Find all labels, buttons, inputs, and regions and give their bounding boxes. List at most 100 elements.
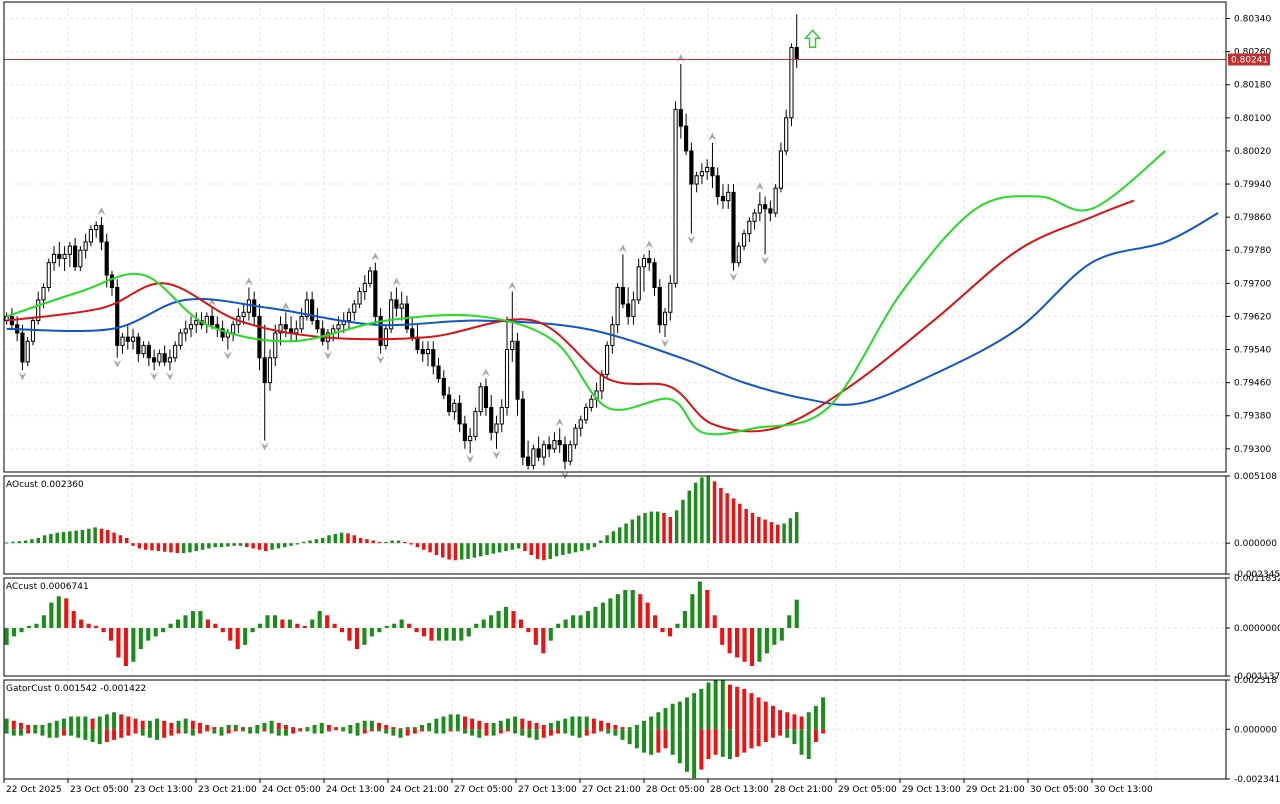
gator-bar bbox=[305, 727, 310, 730]
gator-bar bbox=[763, 701, 768, 730]
candle-body bbox=[510, 340, 515, 351]
histogram-bar bbox=[346, 533, 350, 544]
gator-bar bbox=[391, 729, 396, 736]
candle bbox=[520, 390, 525, 466]
gator-bar bbox=[83, 729, 88, 740]
histogram-bar bbox=[772, 627, 777, 645]
candle-body bbox=[515, 340, 520, 400]
histogram-bar bbox=[750, 512, 755, 544]
candle-body bbox=[20, 332, 25, 363]
candle-body bbox=[283, 324, 288, 330]
gator-bar bbox=[126, 716, 131, 730]
fractal-down-marker bbox=[165, 372, 174, 381]
histogram-bar bbox=[794, 599, 799, 628]
candle-body bbox=[536, 448, 541, 458]
candle-body bbox=[241, 311, 246, 317]
gator-bar bbox=[362, 720, 367, 730]
histogram-bar bbox=[407, 623, 412, 628]
gator-bar bbox=[527, 729, 532, 738]
gator-bar bbox=[176, 729, 181, 734]
histogram-bar bbox=[99, 528, 104, 544]
gator-bar bbox=[384, 725, 389, 730]
time-tick-label: 28 Oct 21:00 bbox=[774, 785, 833, 795]
gator-bar bbox=[763, 729, 768, 743]
candle bbox=[462, 415, 467, 449]
gator-bar bbox=[190, 729, 195, 736]
gator-bar bbox=[663, 708, 668, 730]
candle bbox=[615, 283, 620, 333]
histogram-bar bbox=[123, 627, 128, 666]
candle bbox=[478, 382, 483, 416]
candle-body bbox=[499, 406, 504, 425]
histogram-bar bbox=[49, 602, 54, 628]
histogram-bar bbox=[681, 499, 685, 544]
histogram-bar bbox=[61, 531, 66, 544]
fractal-up-marker bbox=[618, 244, 627, 253]
histogram-bar bbox=[112, 532, 116, 544]
histogram-bar bbox=[41, 615, 46, 628]
candle-body bbox=[99, 224, 104, 243]
candle-body bbox=[615, 286, 620, 326]
fractal-up-marker bbox=[244, 277, 253, 286]
gator-bar bbox=[778, 729, 783, 736]
price-tick-label: 0.80100 bbox=[1234, 114, 1271, 124]
histogram-bar bbox=[34, 623, 39, 628]
histogram-bar bbox=[447, 543, 451, 560]
gator-bar bbox=[441, 716, 446, 730]
candle-body bbox=[457, 402, 462, 425]
gator-bar bbox=[33, 729, 38, 734]
candle-body bbox=[373, 270, 378, 317]
candle bbox=[167, 349, 172, 371]
histogram-bar bbox=[213, 543, 217, 548]
price-tick-label: 0.80340 bbox=[1234, 15, 1271, 25]
histogram-bar bbox=[409, 543, 413, 545]
candle bbox=[768, 200, 773, 222]
candle bbox=[36, 291, 41, 325]
candle-body bbox=[420, 349, 425, 355]
gator-bar bbox=[69, 729, 74, 736]
histogram-bar bbox=[630, 519, 635, 544]
candle-body bbox=[94, 224, 99, 231]
candle-body bbox=[452, 402, 457, 413]
time-tick-label: 30 Oct 05:00 bbox=[1030, 785, 1089, 795]
candle-body bbox=[520, 398, 525, 458]
candle bbox=[25, 337, 30, 367]
gator-bar bbox=[326, 729, 331, 732]
candle bbox=[431, 341, 436, 375]
current-price-tag bbox=[1228, 53, 1270, 66]
histogram-bar bbox=[392, 623, 397, 628]
price-tick-label: 0.79380 bbox=[1234, 412, 1271, 422]
gator-bar bbox=[642, 729, 646, 753]
histogram-bar bbox=[719, 487, 723, 544]
candle-body bbox=[773, 187, 778, 214]
gator-bar bbox=[477, 720, 482, 730]
histogram-bar bbox=[137, 543, 142, 549]
ma-line-blue bbox=[6, 212, 1219, 406]
histogram-bar bbox=[371, 540, 375, 544]
candle bbox=[410, 316, 415, 342]
candle bbox=[631, 291, 636, 325]
histogram-bar bbox=[668, 516, 673, 544]
candle bbox=[568, 440, 573, 466]
candle-body bbox=[678, 109, 683, 127]
histogram-bar bbox=[561, 543, 565, 555]
histogram-bar bbox=[548, 543, 552, 559]
candle bbox=[578, 415, 583, 437]
histogram-bar bbox=[675, 623, 680, 628]
price-tick-label: 0.79860 bbox=[1234, 213, 1271, 223]
ma-line-green bbox=[6, 150, 1167, 436]
candle bbox=[763, 196, 768, 255]
histogram-bar bbox=[150, 543, 154, 551]
candle-body bbox=[741, 233, 747, 247]
candle bbox=[547, 436, 552, 458]
candle bbox=[552, 432, 557, 453]
candle bbox=[94, 221, 99, 238]
gator-bar bbox=[742, 688, 747, 730]
histogram-bar bbox=[287, 619, 292, 628]
histogram-bar bbox=[518, 619, 523, 628]
fractal-down-marker bbox=[18, 372, 27, 381]
gator-bar bbox=[112, 712, 117, 730]
candle-body bbox=[620, 286, 625, 305]
